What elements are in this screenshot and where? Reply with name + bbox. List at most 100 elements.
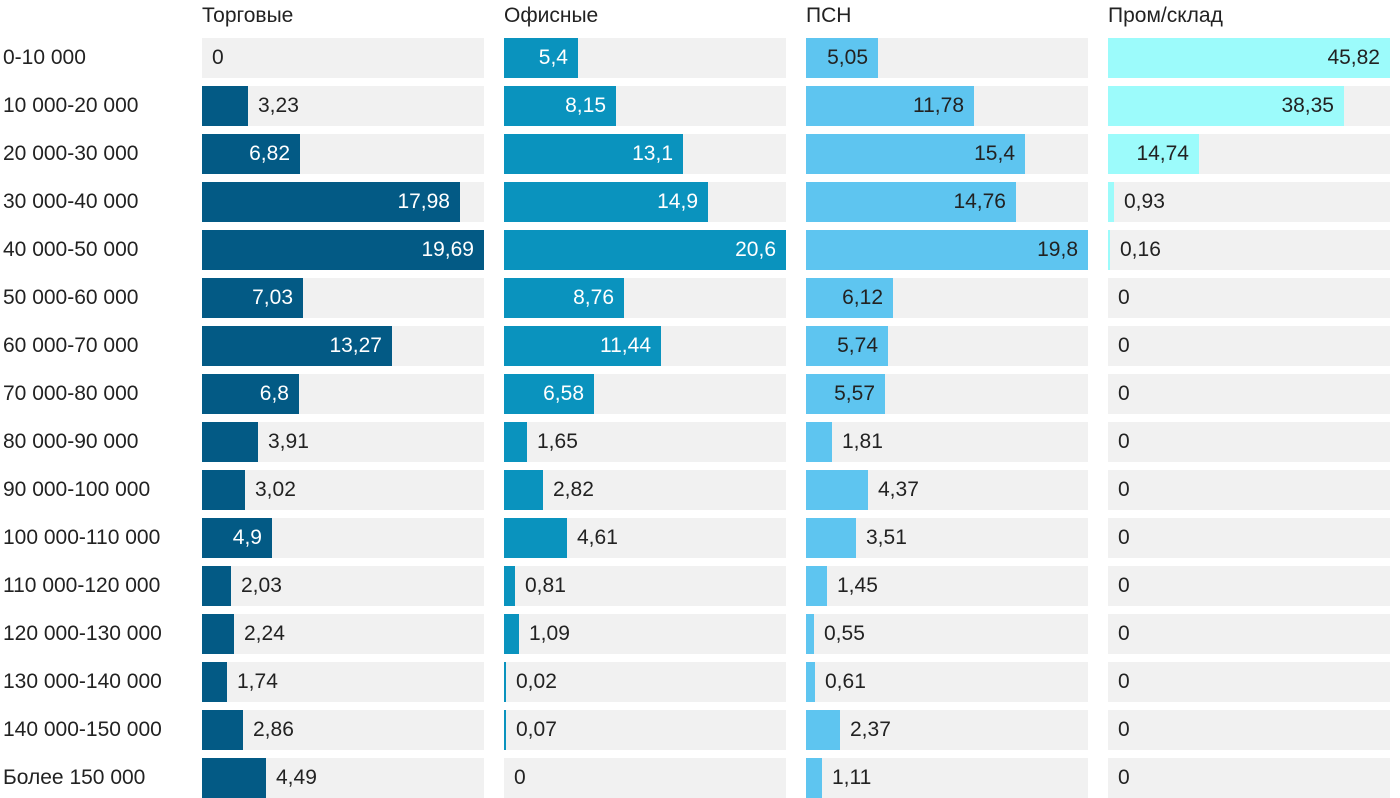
row-label: 20 000-30 000 <box>3 142 139 165</box>
row-label: 30 000-40 000 <box>3 190 139 213</box>
bar-track <box>202 614 484 654</box>
value-label: 11,78 <box>913 94 964 117</box>
bar <box>1108 86 1344 126</box>
value-label: 0 <box>1118 334 1130 357</box>
bar <box>806 422 832 462</box>
bar <box>1108 38 1390 78</box>
bar <box>504 614 519 654</box>
bar <box>1108 134 1199 174</box>
value-label: 4,9 <box>232 526 262 549</box>
value-label: 0 <box>1118 382 1130 405</box>
bar <box>202 614 234 654</box>
value-label: 0 <box>212 46 224 69</box>
value-label: 38,35 <box>1281 94 1334 117</box>
bar-track <box>806 710 1088 750</box>
value-label: 0 <box>1118 430 1130 453</box>
value-label: 4,49 <box>276 766 317 789</box>
bar-track <box>202 710 484 750</box>
value-label: 2,03 <box>241 574 282 597</box>
value-label: 7,03 <box>252 286 293 309</box>
value-label: 8,76 <box>573 286 614 309</box>
column-header: Пром/склад <box>1108 4 1223 27</box>
value-label: 0 <box>1118 286 1130 309</box>
value-label: 0,61 <box>825 670 866 693</box>
value-label: 14,9 <box>657 190 698 213</box>
value-label: 5,05 <box>827 46 868 69</box>
bar-track <box>202 566 484 606</box>
value-label: 20,6 <box>735 238 776 261</box>
row-label: 130 000-140 000 <box>3 670 162 693</box>
bar-track <box>1108 182 1390 222</box>
value-label: 3,23 <box>258 94 299 117</box>
bar <box>504 134 683 174</box>
bar <box>806 86 974 126</box>
value-label: 0 <box>1118 766 1130 789</box>
value-label: 4,61 <box>577 526 618 549</box>
value-label: 3,02 <box>255 478 296 501</box>
value-label: 0 <box>1118 478 1130 501</box>
bar <box>1108 182 1114 222</box>
bar <box>504 518 567 558</box>
value-label: 1,81 <box>842 430 883 453</box>
bar <box>202 86 248 126</box>
bar <box>504 374 594 414</box>
bar <box>806 374 885 414</box>
bar <box>806 758 822 798</box>
row-label: 70 000-80 000 <box>3 382 139 405</box>
column-header: Офисные <box>504 4 599 27</box>
bar <box>806 230 1088 270</box>
value-label: 0,16 <box>1120 238 1161 261</box>
value-label: 1,74 <box>237 670 278 693</box>
bar <box>202 662 227 702</box>
row-label: 80 000-90 000 <box>3 430 139 453</box>
value-label: 2,82 <box>553 478 594 501</box>
value-label: 2,37 <box>850 718 891 741</box>
value-label: 8,15 <box>565 94 606 117</box>
bar-track <box>202 86 484 126</box>
bar <box>806 710 840 750</box>
value-label: 5,4 <box>538 46 568 69</box>
value-label: 0,93 <box>1124 190 1165 213</box>
bar <box>806 278 893 318</box>
value-label: 0,07 <box>516 718 557 741</box>
bar <box>202 230 484 270</box>
bar-track <box>1108 374 1390 414</box>
bar-track <box>1108 326 1390 366</box>
value-label: 0 <box>1118 718 1130 741</box>
bar-track <box>1108 518 1390 558</box>
bar <box>806 566 827 606</box>
bar <box>504 710 506 750</box>
value-label: 14,74 <box>1136 142 1189 165</box>
bar-track <box>504 758 786 798</box>
bar <box>202 422 258 462</box>
value-label: 14,76 <box>953 190 1006 213</box>
value-label: 3,51 <box>866 526 907 549</box>
bar-track <box>504 566 786 606</box>
value-label: 0,02 <box>516 670 557 693</box>
row-label: 10 000-20 000 <box>3 94 139 117</box>
bar <box>202 182 460 222</box>
value-label: 19,69 <box>421 238 474 261</box>
bar <box>806 326 888 366</box>
bar-track <box>202 38 484 78</box>
bar-track <box>202 470 484 510</box>
bar-track <box>1108 614 1390 654</box>
bar <box>202 518 272 558</box>
bar <box>202 134 300 174</box>
bar-track <box>1108 758 1390 798</box>
value-label: 0 <box>1118 574 1130 597</box>
bar-track <box>806 662 1088 702</box>
bar-track <box>504 422 786 462</box>
value-label: 13,27 <box>329 334 382 357</box>
bar <box>806 518 856 558</box>
column-header: ПСН <box>806 4 852 27</box>
bar-track <box>202 662 484 702</box>
value-label: 1,11 <box>832 766 872 789</box>
bar <box>806 662 815 702</box>
bar <box>504 470 543 510</box>
bar-track <box>806 758 1088 798</box>
value-label: 0 <box>1118 622 1130 645</box>
value-label: 1,45 <box>837 574 878 597</box>
row-label: 90 000-100 000 <box>3 478 151 501</box>
value-label: 1,65 <box>537 430 578 453</box>
